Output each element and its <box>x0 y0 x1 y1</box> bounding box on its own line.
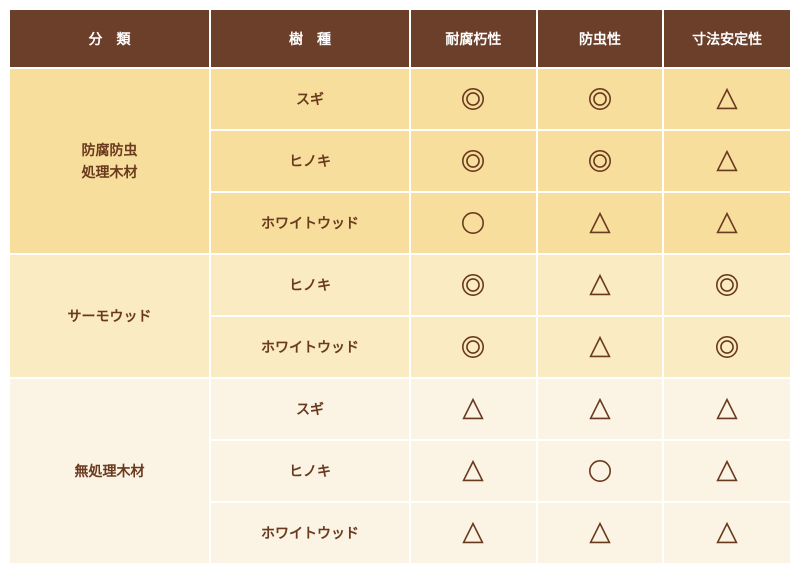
circle-icon <box>538 460 663 482</box>
species-cell: ホワイトウッド <box>210 502 410 564</box>
species-cell: スギ <box>210 378 410 440</box>
rating-cell <box>537 130 664 192</box>
species-label: スギ <box>296 91 324 107</box>
double-circle-icon <box>664 274 790 296</box>
species-label: ヒノキ <box>289 463 331 479</box>
rating-cell <box>663 502 790 564</box>
header-decay: 耐腐朽性 <box>410 10 537 68</box>
table-row: サーモウッドヒノキ <box>10 254 790 316</box>
header-stability: 寸法安定性 <box>663 10 790 68</box>
triangle-icon <box>664 88 790 110</box>
rating-cell <box>663 440 790 502</box>
triangle-icon <box>664 150 790 172</box>
double-circle-icon <box>411 88 536 110</box>
double-circle-icon <box>664 336 790 358</box>
triangle-icon <box>538 336 663 358</box>
category-cell: 無処理木材 <box>10 378 210 564</box>
species-cell: ヒノキ <box>210 254 410 316</box>
triangle-icon <box>411 522 536 544</box>
triangle-icon <box>538 398 663 420</box>
double-circle-icon <box>411 274 536 296</box>
rating-cell <box>663 68 790 130</box>
category-cell: 防腐防虫処理木材 <box>10 68 210 254</box>
rating-cell <box>537 192 664 254</box>
category-label: 防腐防虫処理木材 <box>82 142 138 180</box>
species-label: ホワイトウッド <box>261 215 359 231</box>
category-label: 無処理木材 <box>75 463 145 479</box>
rating-cell <box>537 254 664 316</box>
rating-cell <box>663 378 790 440</box>
table-container: 分 類 樹 種 耐腐朽性 防虫性 寸法安定性 防腐防虫処理木材スギ ヒノキ ホワ… <box>0 0 800 575</box>
rating-cell <box>410 130 537 192</box>
species-label: ヒノキ <box>289 153 331 169</box>
rating-cell <box>410 192 537 254</box>
triangle-icon <box>411 460 536 482</box>
table-row: 無処理木材スギ <box>10 378 790 440</box>
circle-icon <box>411 212 536 234</box>
species-cell: ホワイトウッド <box>210 192 410 254</box>
double-circle-icon <box>538 150 663 172</box>
rating-cell <box>410 254 537 316</box>
triangle-icon <box>538 212 663 234</box>
triangle-icon <box>538 274 663 296</box>
rating-cell <box>663 254 790 316</box>
rating-cell <box>410 68 537 130</box>
rating-cell <box>537 440 664 502</box>
rating-cell <box>410 316 537 378</box>
species-label: スギ <box>296 401 324 417</box>
species-label: ホワイトウッド <box>261 525 359 541</box>
double-circle-icon <box>538 88 663 110</box>
wood-comparison-table: 分 類 樹 種 耐腐朽性 防虫性 寸法安定性 防腐防虫処理木材スギ ヒノキ ホワ… <box>10 10 790 565</box>
rating-cell <box>663 192 790 254</box>
double-circle-icon <box>411 336 536 358</box>
header-species: 樹 種 <box>210 10 410 68</box>
rating-cell <box>537 316 664 378</box>
header-insect: 防虫性 <box>537 10 664 68</box>
category-cell: サーモウッド <box>10 254 210 378</box>
triangle-icon <box>538 522 663 544</box>
rating-cell <box>410 378 537 440</box>
table-body: 防腐防虫処理木材スギ ヒノキ ホワイトウッド サーモウッドヒノキ <box>10 68 790 564</box>
species-cell: ホワイトウッド <box>210 316 410 378</box>
rating-cell <box>663 316 790 378</box>
species-cell: ヒノキ <box>210 440 410 502</box>
rating-cell <box>537 502 664 564</box>
species-cell: ヒノキ <box>210 130 410 192</box>
rating-cell <box>537 378 664 440</box>
rating-cell <box>410 502 537 564</box>
double-circle-icon <box>411 150 536 172</box>
triangle-icon <box>664 522 790 544</box>
species-label: ヒノキ <box>289 277 331 293</box>
rating-cell <box>410 440 537 502</box>
triangle-icon <box>411 398 536 420</box>
triangle-icon <box>664 212 790 234</box>
header-category: 分 類 <box>10 10 210 68</box>
category-label: サーモウッド <box>68 308 152 324</box>
table-row: 防腐防虫処理木材スギ <box>10 68 790 130</box>
rating-cell <box>537 68 664 130</box>
species-cell: スギ <box>210 68 410 130</box>
triangle-icon <box>664 460 790 482</box>
species-label: ホワイトウッド <box>261 339 359 355</box>
rating-cell <box>663 130 790 192</box>
triangle-icon <box>664 398 790 420</box>
table-header: 分 類 樹 種 耐腐朽性 防虫性 寸法安定性 <box>10 10 790 68</box>
